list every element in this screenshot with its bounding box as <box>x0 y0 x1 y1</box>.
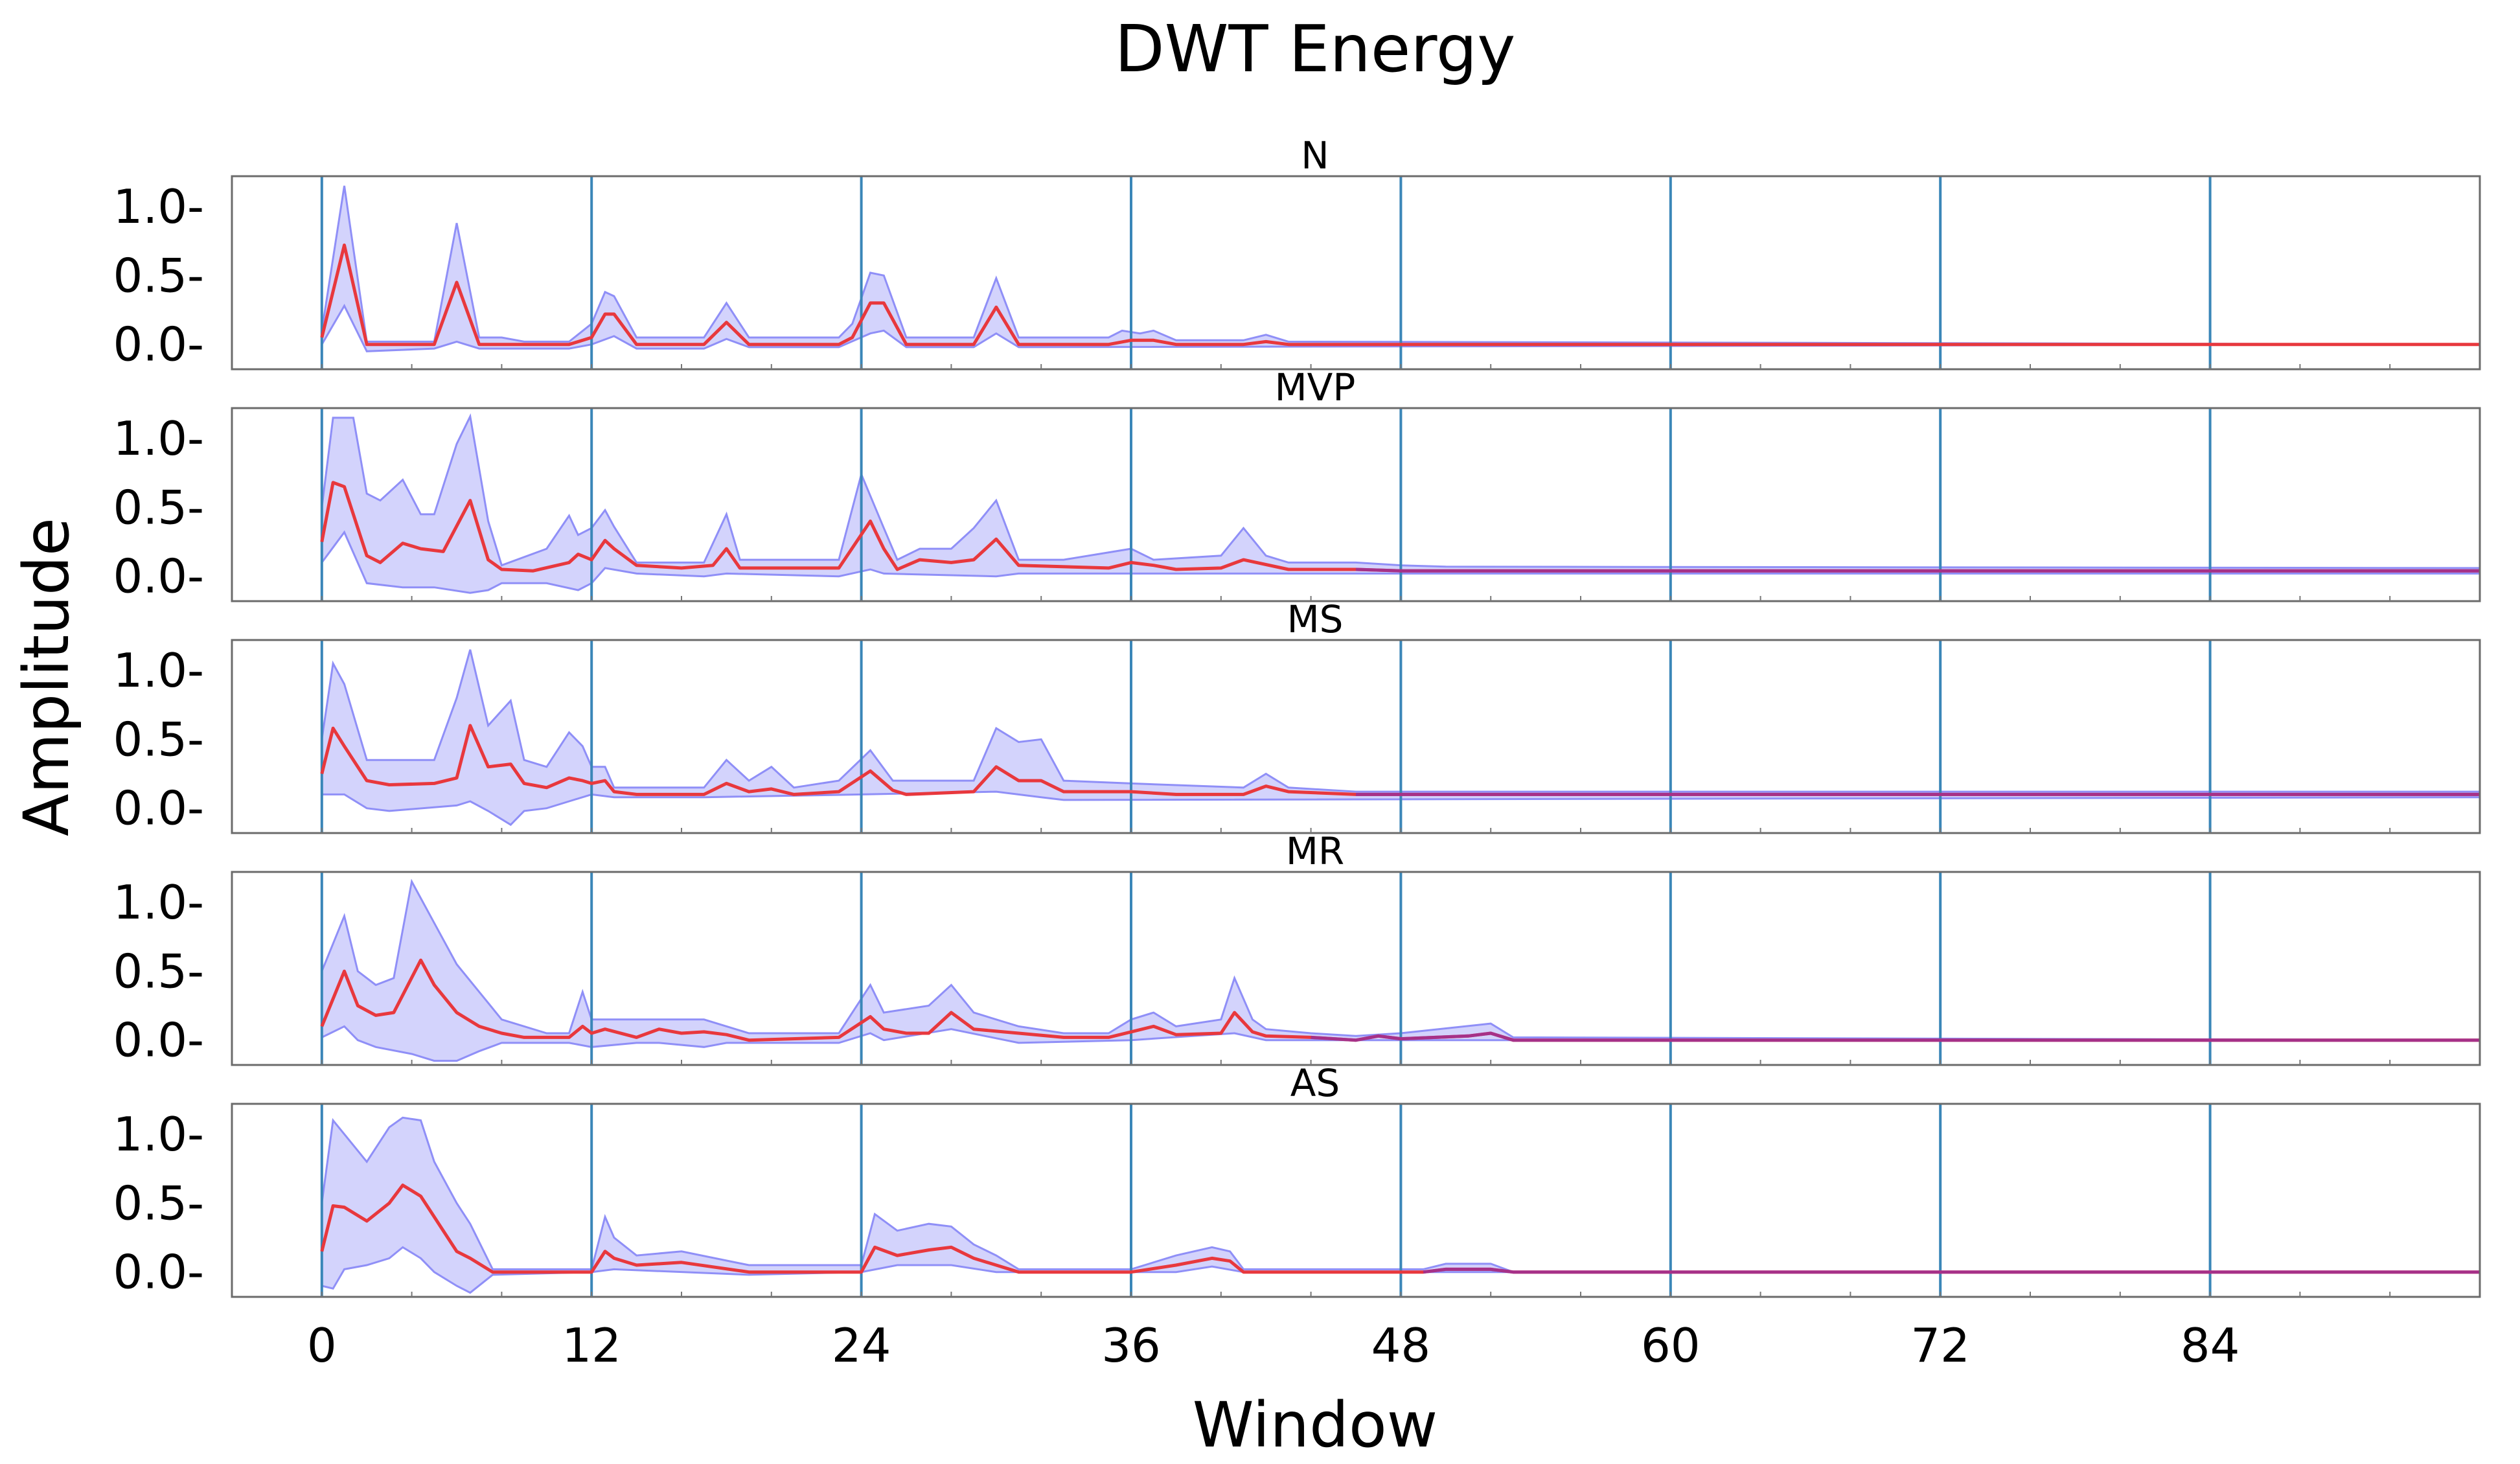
y-tick-label: 0.5- <box>113 480 204 534</box>
panel-title: N <box>1301 133 1329 177</box>
y-tick-label: 0.0- <box>113 1245 204 1299</box>
mean-line <box>320 1184 2480 1274</box>
x-axis-label: Window <box>1193 1389 1438 1461</box>
panel-frame <box>231 1103 2481 1298</box>
y-tick-label: 0.5- <box>113 944 204 998</box>
x-tick-label: 48 <box>1371 1318 1431 1373</box>
y-tick-label: 1.0- <box>113 1107 204 1161</box>
mean-line <box>320 958 2480 1042</box>
panel-title: MR <box>1286 829 1344 873</box>
band-upper-edge <box>321 413 2480 569</box>
panel-frame <box>231 175 2481 371</box>
panel-title: MS <box>1287 597 1344 641</box>
y-tick-label: 1.0- <box>113 875 204 930</box>
panel-title: AS <box>1290 1061 1340 1105</box>
panel-n: N 0.0- 0.5- 1.0- <box>113 133 2481 372</box>
panel-frame <box>231 407 2481 602</box>
x-tick-label: 60 <box>1641 1318 1701 1373</box>
y-tick-label: 0.0- <box>113 781 204 836</box>
y-tick-label: 0.0- <box>113 1013 204 1068</box>
band-upper-edge <box>321 649 2480 793</box>
panel-frame <box>231 871 2481 1066</box>
y-tick-label: 0.0- <box>113 549 204 604</box>
y-tick-label: 1.0- <box>113 643 204 698</box>
y-tick-label: 0.0- <box>113 317 204 372</box>
x-tick-label: 0 <box>307 1318 337 1373</box>
panel-mvp: MVP 0.0- 0.5- 1.0- <box>113 365 2481 604</box>
y-tick-label: 0.5- <box>113 1176 204 1230</box>
x-tick-label: 36 <box>1101 1318 1161 1373</box>
x-tick-label: 12 <box>562 1318 621 1373</box>
mean-line <box>320 724 2480 796</box>
y-tick-label: 1.0- <box>113 179 204 234</box>
y-tick-label: 0.5- <box>113 248 204 303</box>
band-lower-edge <box>321 1025 2480 1062</box>
mean-line <box>320 481 2480 573</box>
mean-line-tail <box>1355 567 2480 573</box>
panel-mr: MR 0.0- 0.5- 1.0- <box>113 829 2481 1068</box>
panel-frame <box>231 639 2481 834</box>
panel-as: AS 0.0- 0.5- 1.0- <box>113 1061 2481 1299</box>
x-tick-label: 72 <box>1910 1318 1970 1373</box>
mean-line <box>320 243 2480 347</box>
panel-ms: MS 0.0- 0.5- 1.0- <box>113 597 2481 836</box>
y-tick-label: 0.5- <box>113 712 204 766</box>
mean-line-tail <box>1423 1267 2480 1274</box>
mean-line-tail <box>1311 1031 2480 1042</box>
panel-title: MVP <box>1275 365 1356 409</box>
x-tick-label: 84 <box>2181 1318 2240 1373</box>
chart-title: DWT Energy <box>1115 11 1516 87</box>
band-lower-edge <box>321 790 2480 827</box>
band-upper-edge <box>321 878 2480 1042</box>
y-tick-label: 1.0- <box>113 411 204 466</box>
x-tick-label: 24 <box>832 1318 891 1373</box>
y-axis-label: Amplitude <box>10 518 83 836</box>
band-lower-edge <box>321 303 2480 352</box>
band-upper-edge <box>321 185 2480 346</box>
